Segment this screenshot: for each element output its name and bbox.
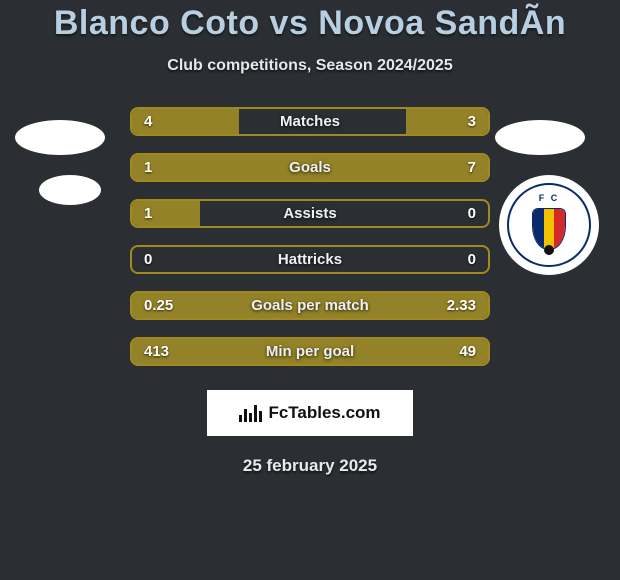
stat-value-right: 0 [468, 205, 476, 222]
brand-bars-icon [239, 404, 262, 422]
stat-value-right: 3 [468, 113, 476, 130]
stat-values: 0.25 2.33 [132, 293, 488, 318]
stat-value-right: 0 [468, 251, 476, 268]
stat-value-left: 0.25 [144, 297, 173, 314]
stat-value-left: 1 [144, 205, 152, 222]
crest-text: F C [539, 193, 560, 203]
brand-badge: FcTables.com [207, 390, 413, 436]
stat-row: Goals17 [130, 153, 490, 182]
stat-value-left: 413 [144, 343, 169, 360]
stat-row: Matches43 [130, 107, 490, 136]
subtitle: Club competitions, Season 2024/2025 [0, 57, 620, 75]
comparison-card: Blanco Coto vs Novoa SandÃn Club competi… [0, 0, 620, 580]
stat-value-right: 7 [468, 159, 476, 176]
brand-text: FcTables.com [268, 403, 380, 423]
stat-values: 43 [132, 109, 488, 134]
stat-value-right: 49 [459, 343, 476, 360]
stat-values: 413 49 [132, 339, 488, 364]
player-left-ellipse-1 [15, 120, 105, 155]
stat-row: Min per goal41349 [130, 337, 490, 366]
stat-value-left: 0 [144, 251, 152, 268]
page-title: Blanco Coto vs Novoa SandÃn [0, 4, 620, 43]
fc-santa-coloma-crest: F C [507, 183, 591, 267]
stat-row: Hattricks00 [130, 245, 490, 274]
stat-row: Assists10 [130, 199, 490, 228]
crest-shield [532, 208, 566, 250]
stat-value-left: 1 [144, 159, 152, 176]
player-left-ellipse-2 [39, 175, 101, 205]
stat-row: Goals per match0.252.33 [130, 291, 490, 320]
stats-container: Matches43Goals17Assists10Hattricks00Goal… [130, 107, 490, 366]
stat-value-right: 2.33 [447, 297, 476, 314]
stat-values: 00 [132, 247, 488, 272]
crest-ball-icon [544, 245, 554, 255]
stat-value-left: 4 [144, 113, 152, 130]
stat-values: 10 [132, 201, 488, 226]
team-crest-right: F C [499, 175, 599, 275]
date-label: 25 february 2025 [0, 456, 620, 476]
player-right-ellipse [495, 120, 585, 155]
stat-values: 17 [132, 155, 488, 180]
